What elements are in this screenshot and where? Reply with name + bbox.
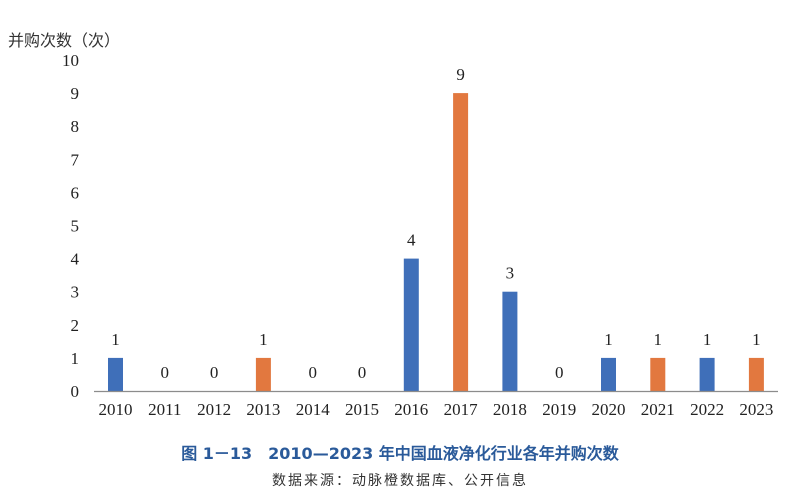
x-tick-label: 2011 bbox=[148, 400, 181, 419]
y-tick-label: 4 bbox=[71, 250, 80, 269]
bar-2017 bbox=[453, 93, 469, 391]
y-tick-label: 6 bbox=[71, 183, 80, 202]
y-tick-label: 7 bbox=[71, 150, 80, 169]
x-tick-label: 2017 bbox=[444, 400, 479, 419]
data-label-2018: 3 bbox=[506, 264, 515, 283]
bar-2020 bbox=[601, 357, 616, 391]
figure-caption: 图 1－13 2010—2023 年中国血液净化行业各年并购次数 bbox=[181, 444, 619, 463]
x-tick-label: 2022 bbox=[690, 400, 724, 419]
bar-2013 bbox=[255, 357, 271, 391]
y-tick-label: 8 bbox=[71, 117, 80, 136]
y-tick-label: 9 bbox=[71, 84, 80, 103]
data-label-2014: 0 bbox=[308, 363, 317, 382]
y-tick-label: 10 bbox=[62, 51, 79, 70]
bar-2018 bbox=[502, 291, 518, 391]
x-tick-label: 2012 bbox=[197, 400, 231, 419]
x-tick-label: 2010 bbox=[99, 400, 133, 419]
data-label-2020: 1 bbox=[604, 330, 613, 349]
y-tick-label: 2 bbox=[71, 316, 80, 335]
data-label-2016: 4 bbox=[407, 231, 416, 250]
data-label-2022: 1 bbox=[703, 330, 712, 349]
data-label-2019: 0 bbox=[555, 363, 564, 382]
y-tick-label: 0 bbox=[71, 382, 80, 401]
x-tick-label: 2018 bbox=[493, 400, 527, 419]
bar-2016 bbox=[403, 258, 419, 391]
data-label-2010: 1 bbox=[111, 330, 120, 349]
y-tick-label: 3 bbox=[71, 283, 80, 302]
bar-2010 bbox=[108, 357, 123, 391]
y-axis-ticks: 0 1 2 3 4 5 6 7 8 9 10 bbox=[62, 51, 80, 401]
bar-2023 bbox=[748, 357, 764, 391]
data-label-2012: 0 bbox=[210, 363, 219, 382]
y-axis-title: 并购次数（次） bbox=[8, 31, 121, 50]
data-source: 数据来源：动脉橙数据库、公开信息 bbox=[272, 473, 528, 489]
bars: 1 0 0 1 0 0 4 9 3 0 1 1 1 1 bbox=[108, 65, 764, 391]
data-label-2017: 9 bbox=[456, 65, 465, 84]
bar-2021 bbox=[650, 357, 666, 391]
data-label-2015: 0 bbox=[358, 363, 367, 382]
y-tick-label: 1 bbox=[71, 349, 80, 368]
y-tick-label: 5 bbox=[71, 217, 80, 236]
data-label-2023: 1 bbox=[752, 330, 761, 349]
x-tick-label: 2014 bbox=[296, 400, 331, 419]
x-tick-label: 2015 bbox=[345, 400, 379, 419]
x-tick-label: 2023 bbox=[739, 400, 773, 419]
data-label-2011: 0 bbox=[161, 363, 170, 382]
x-tick-label: 2016 bbox=[394, 400, 428, 419]
data-label-2021: 1 bbox=[654, 330, 663, 349]
data-label-2013: 1 bbox=[259, 330, 268, 349]
bar-2022 bbox=[699, 357, 715, 391]
x-tick-label: 2013 bbox=[246, 400, 280, 419]
x-axis-ticks: 2010 2011 2012 2013 2014 2015 2016 2017 2018 2019… bbox=[99, 400, 774, 419]
x-tick-label: 2020 bbox=[592, 400, 626, 419]
x-tick-label: 2019 bbox=[542, 400, 576, 419]
x-tick-label: 2021 bbox=[641, 400, 675, 419]
